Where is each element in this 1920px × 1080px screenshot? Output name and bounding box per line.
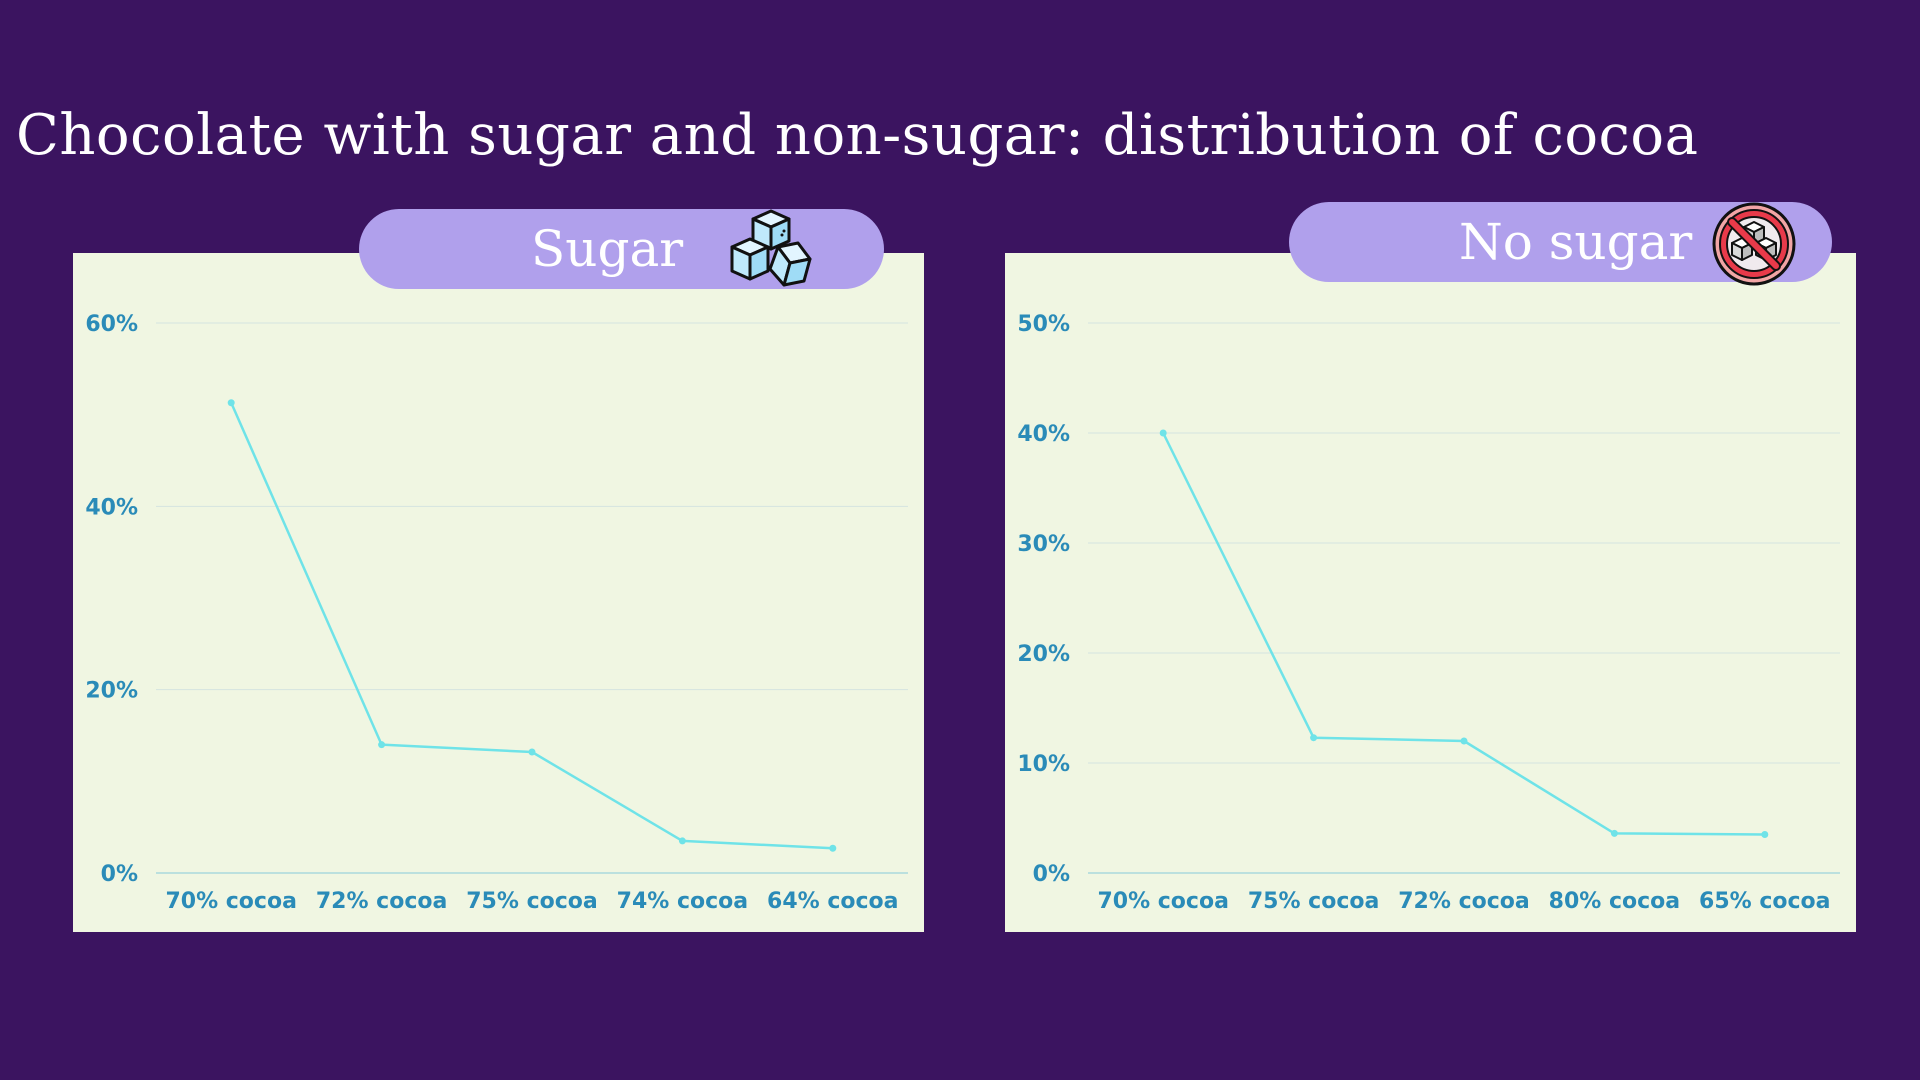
data-point [1159,429,1167,437]
data-point [1610,829,1618,837]
no-sugar-chart-panel: 0% 10% 20% 30% 40% 50% 70% cocoa 75% cocoa 72% c… [1005,253,1856,932]
no-sugar-header-pill: No sugar [1289,202,1832,286]
y-tick-label: 60% [85,312,138,337]
x-tick-label: 72% cocoa [1398,889,1529,914]
x-tick-label: 74% cocoa [617,889,748,914]
y-tick-label: 20% [1017,642,1070,667]
sugar-line-chart: 0% 20% 40% 60% 70% cocoa 72% cocoa 75% cocoa 74… [85,312,908,914]
no-sugar-line-chart: 0% 10% 20% 30% 40% 50% 70% cocoa 75% cocoa 72% c… [1017,312,1840,914]
x-tick-label: 80% cocoa [1549,889,1680,914]
data-point [528,748,536,756]
x-tick-label: 72% cocoa [316,889,447,914]
y-tick-label: 0% [101,862,138,887]
y-tick-label: 40% [1017,422,1070,447]
y-tick-label: 40% [85,495,138,520]
sugar-chart-panel: 0% 20% 40% 60% 70% cocoa 72% cocoa 75% cocoa 74… [73,253,924,932]
sugar-header-label: Sugar [531,220,684,278]
y-tick-label: 50% [1017,312,1070,337]
y-tick-label: 30% [1017,532,1070,557]
series-line [230,402,833,850]
sugar-cubes-icon [726,207,816,296]
series-line [1162,432,1765,836]
data-point [378,741,386,749]
no-sugar-header-label: No sugar [1459,213,1693,271]
page-title: Chocolate with sugar and non-sugar: dist… [16,103,1699,168]
x-tick-label: 70% cocoa [165,889,296,914]
data-point [227,399,235,407]
x-tick-label: 70% cocoa [1097,889,1228,914]
data-point [1761,831,1769,838]
x-tick-label: 65% cocoa [1699,889,1830,914]
data-point [829,844,837,852]
sugar-header-pill: Sugar [359,209,884,289]
data-point [678,837,686,845]
y-tick-label: 20% [85,679,138,704]
data-point [1460,737,1468,745]
data-point [1310,734,1318,742]
y-tick-label: 10% [1017,752,1070,777]
x-tick-label: 64% cocoa [767,889,898,914]
x-tick-label: 75% cocoa [1248,889,1379,914]
x-tick-label: 75% cocoa [466,889,597,914]
y-tick-label: 0% [1033,862,1070,887]
no-sugar-icon [1710,200,1798,293]
